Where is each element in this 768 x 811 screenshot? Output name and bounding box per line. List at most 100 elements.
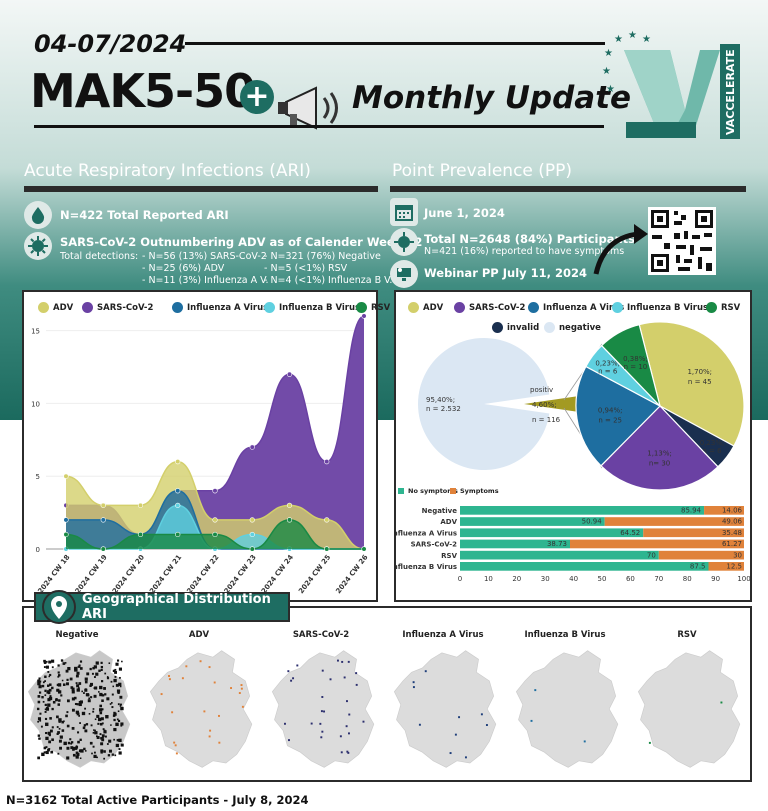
map-dot bbox=[43, 659, 46, 663]
point-adv bbox=[249, 517, 255, 523]
map-dot bbox=[114, 670, 117, 674]
point-sars-cov-2 bbox=[249, 444, 255, 450]
map-dot bbox=[67, 741, 71, 745]
map-dot bbox=[70, 742, 73, 745]
germany-outline bbox=[27, 650, 131, 768]
map-dot bbox=[100, 661, 103, 664]
map-dot bbox=[464, 756, 467, 759]
map-dot bbox=[58, 718, 62, 722]
pp-webinar: Webinar PP July 11, 2024 bbox=[424, 266, 588, 280]
map-dot bbox=[104, 735, 107, 738]
legend-rsv[interactable]: RSV bbox=[356, 302, 390, 313]
detail-pct-label: 0,38%; bbox=[623, 355, 648, 363]
map-dot bbox=[84, 688, 87, 691]
legend-influenza-a-virus[interactable]: Influenza A Virus bbox=[172, 302, 268, 313]
negative-pct-label: 95,40%; bbox=[426, 396, 455, 404]
map-dot bbox=[41, 695, 44, 699]
legend-adv[interactable]: ADV bbox=[408, 302, 443, 313]
point-rsv bbox=[63, 531, 69, 538]
map-dot bbox=[240, 684, 243, 687]
legend-swatch bbox=[450, 488, 456, 494]
legend-symptoms[interactable]: Symptoms bbox=[450, 487, 499, 495]
map-dot bbox=[75, 755, 79, 759]
map-dot bbox=[37, 695, 41, 698]
legend-invalid[interactable]: invalid bbox=[492, 322, 539, 333]
x-tick-label: 0 bbox=[458, 575, 462, 583]
map-dot bbox=[48, 688, 52, 692]
map-dot bbox=[199, 660, 202, 663]
legend-sars-cov-2[interactable]: SARS-CoV-2 bbox=[454, 302, 525, 313]
map-dot bbox=[44, 675, 47, 678]
map-dot bbox=[118, 751, 122, 755]
legend-adv[interactable]: ADV bbox=[38, 302, 73, 313]
legend-negative[interactable]: negative bbox=[544, 322, 601, 333]
map-dot bbox=[52, 700, 56, 704]
legend-label: ADV bbox=[53, 302, 74, 313]
map-dot bbox=[203, 710, 206, 713]
svg-text:★: ★ bbox=[628, 30, 637, 41]
legend-swatch bbox=[356, 302, 367, 313]
map-dot bbox=[37, 679, 40, 683]
map-dot bbox=[79, 667, 83, 670]
map-dot bbox=[290, 679, 293, 682]
pie-slice-negative bbox=[418, 338, 550, 470]
map-dot bbox=[84, 680, 88, 684]
page-subtitle: Monthly Update bbox=[352, 80, 632, 116]
map-dot bbox=[93, 729, 95, 731]
legend-swatch bbox=[492, 322, 503, 333]
map-dot bbox=[71, 726, 75, 730]
map-dot bbox=[99, 711, 103, 715]
map-dot bbox=[48, 675, 50, 678]
qr-code-icon[interactable] bbox=[648, 207, 716, 275]
map-dot bbox=[109, 703, 112, 705]
germany-outline bbox=[637, 650, 741, 768]
line-adv bbox=[65, 460, 365, 550]
map-dot bbox=[92, 708, 95, 710]
x-tick-label: 2024 CW 20 bbox=[111, 553, 146, 595]
map-dot bbox=[76, 703, 79, 706]
map-dot bbox=[485, 724, 488, 726]
map-dot bbox=[449, 752, 452, 755]
geo-panel bbox=[22, 606, 752, 782]
map-dot bbox=[96, 756, 98, 759]
map-dot bbox=[56, 732, 59, 735]
map-dot bbox=[81, 711, 86, 716]
legend-sars-cov-2[interactable]: SARS-CoV-2 bbox=[82, 302, 153, 313]
map-dot bbox=[96, 714, 100, 718]
map-dot bbox=[115, 743, 119, 748]
map-dot bbox=[174, 744, 177, 747]
map-dot bbox=[99, 722, 103, 726]
map-dot bbox=[93, 694, 97, 698]
legend-influenza-b-virus[interactable]: Influenza B Virus bbox=[612, 302, 708, 313]
ari-total: N=422 Total Reported ARI bbox=[60, 208, 229, 222]
map-dot bbox=[116, 739, 119, 742]
map-dot bbox=[241, 705, 244, 708]
map-influenza-b-virus bbox=[515, 650, 619, 768]
map-dot bbox=[287, 670, 290, 673]
map-dot bbox=[116, 689, 121, 693]
point-influenza-a-virus bbox=[63, 517, 69, 523]
map-dot bbox=[72, 753, 76, 757]
map-dot bbox=[76, 684, 80, 688]
map-dot bbox=[120, 724, 123, 727]
pp-total: Total N=2648 (84%) Participants bbox=[424, 232, 636, 246]
bar-symptoms bbox=[569, 539, 744, 549]
map-dot bbox=[412, 681, 415, 684]
legend-swatch bbox=[82, 302, 93, 313]
map-dot bbox=[78, 687, 80, 689]
map-dot bbox=[114, 675, 117, 678]
legend-influenza-a-virus[interactable]: Influenza A Virus bbox=[528, 302, 624, 313]
map-dot bbox=[115, 662, 119, 666]
map-dot bbox=[83, 692, 85, 694]
map-dot bbox=[113, 738, 115, 741]
map-dot bbox=[111, 753, 114, 756]
x-tick-label: 40 bbox=[569, 575, 578, 583]
legend-influenza-b-virus[interactable]: Influenza B Virus bbox=[264, 302, 360, 313]
legend-no-symptoms[interactable]: No symptoms bbox=[398, 487, 458, 495]
map-dot bbox=[168, 675, 170, 677]
map-dot bbox=[73, 696, 77, 700]
map-dot bbox=[44, 689, 47, 693]
map-dot bbox=[61, 720, 64, 724]
map-dot bbox=[85, 723, 89, 726]
legend-rsv[interactable]: RSV bbox=[706, 302, 740, 313]
